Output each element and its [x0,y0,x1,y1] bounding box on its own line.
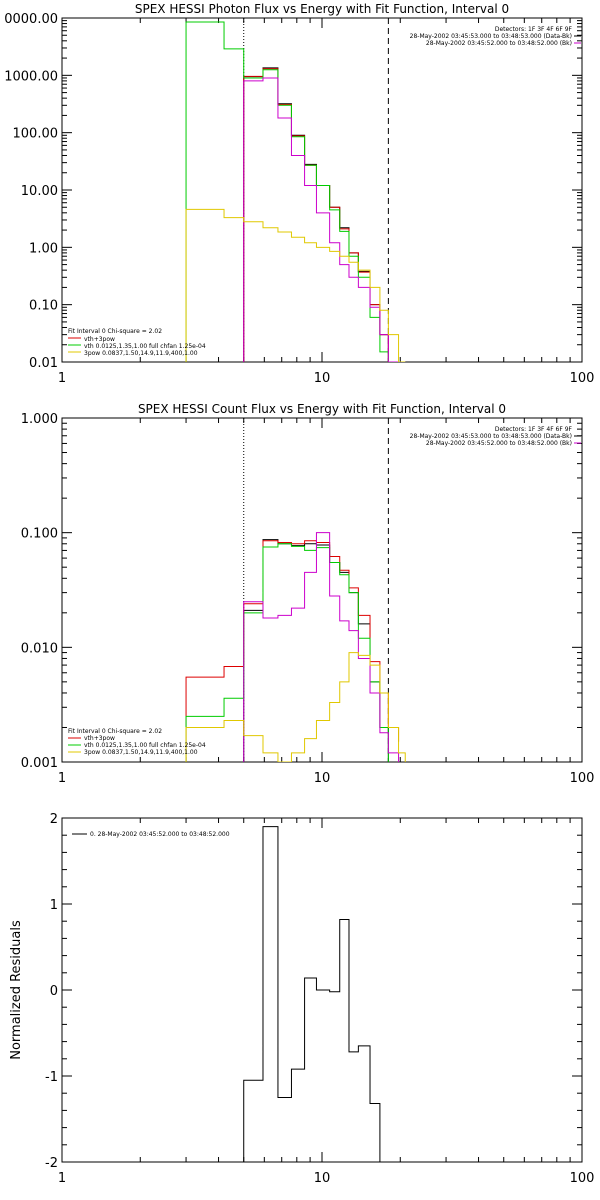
residuals-panel: 1 10 100 -2 -1 0 1 2 Normalized Residuals 0. 28… [9,812,594,1186]
legend-entry-3pow: 3pow 0.0837,1.50,14.9,11.9,400,1.00 [84,350,198,357]
residuals-legend-text: 0. 28-May-2002 03:45:52.000 to 03:48:52.… [90,831,230,838]
series-1-histogram [185,540,400,762]
x-tick-label: 100 [570,371,595,386]
x-tick-label: 10 [314,771,331,786]
series-3-histogram [243,77,399,362]
plot-frame [61,17,583,363]
y-tick-label: 1.00 [29,241,58,256]
legend-fit-header: Fit Interval 0 Chi-square = 2.02 [68,728,162,735]
photon-flux-panel: SPEX HESSI Photon Flux vs Energy with Fi… [4,2,594,386]
x-tick-label: 1 [58,1171,66,1186]
series-3-histogram [243,532,400,762]
x-tick-label: 10 [314,371,331,386]
series-4-histogram [185,208,406,362]
series-0-histogram [243,826,389,1162]
count-flux-title: SPEX HESSI Count Flux vs Energy with Fit… [138,402,506,416]
legend-entry-vth: vth 0.0125,1.35,1.00 full chfan 1.25e-04 [84,343,206,350]
legend-entry-total: vth+3pow [84,735,115,742]
x-tick-label: 100 [570,1171,595,1186]
y-tick-label: 2 [50,812,58,827]
legend-bk-interval: 28-May-2002 03:45:52.000 to 03:48:52.000… [426,40,572,47]
count-flux-panel: SPEX HESSI Count Flux vs Energy with Fit… [21,402,595,786]
y-tick-label: 1.000 [21,412,58,427]
plot-frame [61,417,583,763]
legend-entry-3pow: 3pow 0.0837,1.50,14.9,11.9,400,1.00 [84,749,198,756]
series-1-histogram [243,68,406,362]
x-tick-label: 1 [58,371,66,386]
x-tick-label: 10 [314,1171,331,1186]
legend-entry-total: vth+3pow [84,336,115,343]
y-tick-label: 100.00 [13,127,59,142]
photon-legend-right: Detectors: 1F 3F 4F 6F 9F 28-May-2002 03… [410,26,573,47]
legend-detectors: Detectors: 1F 3F 4F 6F 9F [495,426,573,433]
y-tick-label: 1000.00 [4,69,58,84]
y-tick-label: 0.100 [21,527,58,542]
y-tick-label: 0.01 [29,356,58,371]
count-legend-right: Detectors: 1F 3F 4F 6F 9F 28-May-2002 03… [410,426,573,447]
photon-flux-title: SPEX HESSI Photon Flux vs Energy with Fi… [135,2,509,16]
series-2-histogram [185,21,389,362]
y-tick-label: 0.10 [29,299,58,314]
residuals-legend: 0. 28-May-2002 03:45:52.000 to 03:48:52.… [72,831,230,838]
legend-entry-vth: vth 0.0125,1.35,1.00 full chfan 1.25e-04 [84,742,206,749]
count-legend-left: Fit Interval 0 Chi-square = 2.02 vth+3po… [68,728,206,756]
x-tick-label: 100 [570,771,595,786]
y-tick-label: 10.00 [21,184,58,199]
y-tick-label: 0.001 [21,756,58,771]
legend-data-interval: 28-May-2002 03:45:53.000 to 03:48:53.000… [410,433,572,440]
legend-bk-interval: 28-May-2002 03:45:52.000 to 03:48:52.000… [426,440,572,447]
residuals-y-label: Normalized Residuals [9,920,24,1060]
x-tick-label: 1 [58,771,66,786]
legend-detectors: Detectors: 1F 3F 4F 6F 9F [495,26,573,33]
y-tick-label: 1 [50,898,58,913]
y-tick-label: -2 [45,1156,58,1171]
legend-data-interval: 28-May-2002 03:45:53.000 to 03:48:53.000… [410,33,572,40]
y-tick-label: 0 [50,984,58,999]
y-tick-label: 0000.00 [4,12,58,27]
series-4-histogram [185,652,406,762]
photon-legend-left: Fit Interval 0 Chi-square = 2.02 vth+3po… [68,328,206,357]
y-tick-label: 0.010 [21,641,58,656]
y-tick-label: -1 [45,1070,58,1085]
legend-fit-header: Fit Interval 0 Chi-square = 2.02 [68,328,162,335]
